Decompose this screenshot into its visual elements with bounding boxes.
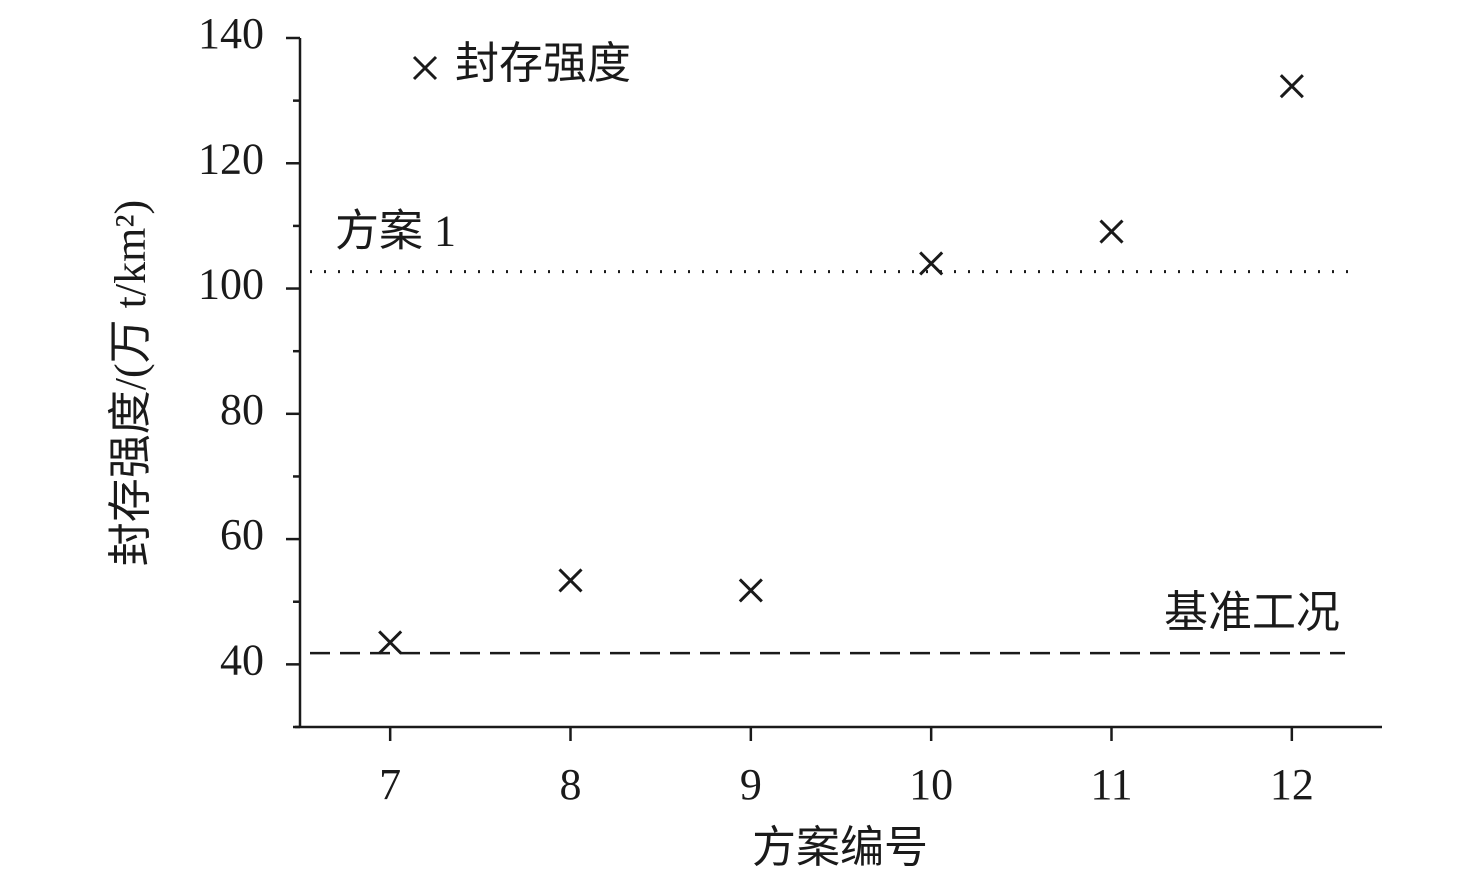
x-tick-label: 11 [1090,760,1132,809]
reference-label: 基准工况 [1164,588,1340,637]
y-tick-label: 60 [220,510,264,559]
point [558,568,583,593]
point [738,578,763,603]
x-tick-label: 10 [909,760,953,809]
y-tick-label: 40 [220,635,264,684]
y-tick-label: 140 [198,9,264,58]
point [1099,219,1124,244]
point [1279,74,1304,99]
y-tick-label: 100 [198,260,264,309]
point [919,251,944,276]
x-tick-label: 8 [560,760,582,809]
x-tick-label: 7 [379,760,401,809]
x-tick-label: 9 [740,760,762,809]
y-axis-label: 封存强度/(万 t/km²) [106,200,155,566]
legend-marker [412,55,438,81]
x-tick-label: 12 [1270,760,1314,809]
x-axis-label: 方案编号 [752,823,928,872]
point [378,630,403,655]
y-tick-label: 120 [198,134,264,183]
reference-label: 方案 1 [335,207,456,256]
legend-label: 封存强度 [455,39,631,88]
y-tick-label: 80 [220,385,264,434]
